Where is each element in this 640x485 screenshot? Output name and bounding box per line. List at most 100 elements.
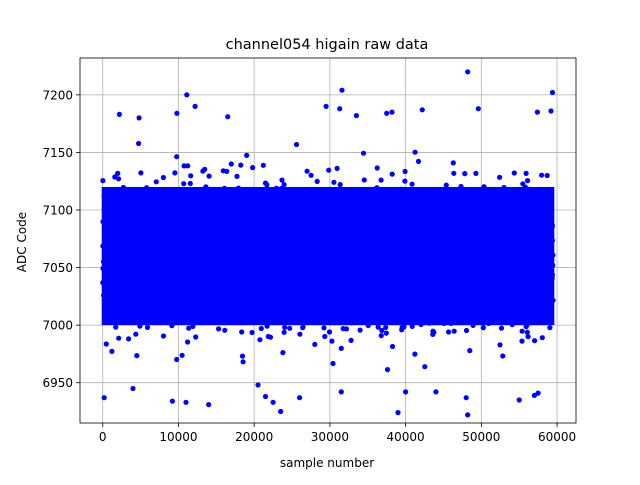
data-point	[229, 281, 236, 287]
data-point	[228, 218, 234, 224]
data-point	[185, 231, 191, 237]
data-point	[520, 208, 527, 214]
data-point	[272, 205, 279, 211]
data-point	[278, 302, 284, 308]
data-point	[377, 200, 383, 207]
data-point	[322, 238, 328, 244]
data-point	[162, 218, 169, 225]
data-point	[346, 257, 352, 263]
data-point	[279, 177, 285, 183]
data-point	[174, 248, 180, 254]
data-point	[144, 220, 151, 226]
data-point	[479, 194, 485, 200]
data-point	[376, 270, 382, 277]
data-point	[181, 266, 187, 272]
data-point	[113, 217, 119, 223]
data-point	[228, 199, 234, 205]
data-point	[156, 298, 162, 304]
data-point	[351, 233, 357, 239]
data-point	[520, 252, 527, 258]
data-point	[280, 285, 287, 291]
data-point	[315, 316, 322, 322]
data-point	[163, 264, 169, 270]
data-point	[458, 311, 464, 317]
data-point	[493, 237, 499, 243]
data-point	[483, 249, 489, 255]
data-point	[180, 224, 186, 230]
data-point	[316, 187, 322, 193]
data-point	[315, 219, 322, 225]
data-point	[188, 206, 194, 212]
data-point	[357, 195, 364, 202]
data-point	[104, 233, 110, 239]
data-point	[123, 291, 129, 297]
data-point	[250, 260, 256, 266]
data-point	[367, 230, 374, 236]
data-point	[373, 309, 379, 315]
data-point	[218, 274, 224, 280]
data-point-outlier	[183, 399, 189, 405]
data-point	[338, 239, 344, 245]
data-point	[115, 253, 121, 259]
data-point	[374, 256, 380, 263]
data-point	[309, 236, 315, 242]
data-point	[285, 226, 291, 232]
data-point-outlier	[465, 412, 471, 418]
data-point	[314, 209, 321, 215]
data-point-outlier	[225, 114, 231, 120]
data-point	[326, 275, 332, 282]
data-point	[282, 324, 288, 330]
data-point	[264, 323, 270, 329]
data-point	[462, 202, 468, 208]
data-point	[364, 284, 370, 290]
data-point	[207, 235, 214, 241]
data-point	[108, 222, 114, 228]
data-point	[430, 255, 436, 261]
data-point	[520, 273, 526, 280]
data-point	[451, 328, 457, 334]
data-point	[117, 235, 123, 241]
data-point	[395, 212, 401, 218]
data-point	[253, 276, 259, 282]
data-point	[438, 221, 444, 227]
data-point	[132, 303, 138, 309]
data-point	[173, 197, 179, 203]
data-point	[486, 212, 492, 218]
data-point	[202, 270, 208, 276]
data-point	[229, 285, 235, 291]
data-point	[127, 269, 133, 276]
data-point	[239, 195, 246, 202]
data-point	[369, 273, 376, 279]
data-point	[435, 197, 441, 203]
data-point	[536, 287, 542, 293]
data-point	[126, 296, 132, 303]
data-point	[228, 275, 234, 281]
data-point	[137, 323, 143, 329]
x-tick-label: 10000	[159, 430, 197, 444]
data-point	[156, 275, 162, 281]
data-point	[459, 216, 465, 222]
data-point	[485, 193, 492, 199]
data-point	[314, 178, 320, 184]
data-point	[433, 239, 439, 245]
data-point	[140, 241, 146, 247]
data-point	[165, 233, 171, 239]
data-point	[287, 325, 293, 331]
data-point	[491, 289, 497, 295]
data-point	[326, 329, 333, 335]
data-point	[279, 259, 285, 265]
data-point	[170, 218, 176, 224]
data-point	[381, 220, 387, 226]
data-point	[549, 222, 556, 228]
data-point	[256, 272, 262, 278]
data-point	[433, 293, 439, 299]
data-point	[501, 268, 507, 274]
data-point	[479, 232, 485, 239]
data-point	[150, 287, 156, 293]
data-point	[441, 230, 447, 236]
data-point	[389, 343, 396, 350]
data-point	[377, 190, 383, 196]
data-point	[418, 300, 424, 306]
data-point	[502, 273, 508, 279]
data-point	[332, 241, 338, 247]
